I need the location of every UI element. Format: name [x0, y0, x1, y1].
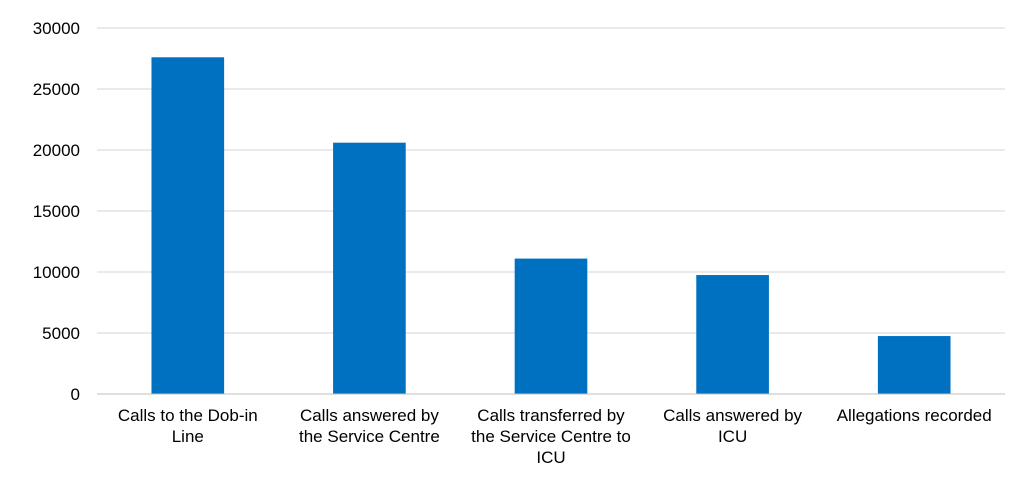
bar: [877, 336, 951, 394]
x-category-label-line: Calls answered by: [300, 406, 439, 425]
bar: [151, 57, 225, 394]
x-category-label: Calls answered by ICU: [663, 406, 802, 446]
bar: [696, 275, 769, 394]
x-axis-category-labels: Calls to the Dob-in Line Calls answered by…: [118, 406, 992, 467]
bars: [151, 57, 951, 394]
x-category-label-line: the Service Centre to: [471, 427, 631, 446]
y-axis-tick-labels: 0 5000 10000 15000 20000 25000 30000: [33, 19, 80, 404]
x-category-label-line: ICU: [536, 448, 565, 467]
y-tick-label: 0: [71, 385, 80, 404]
x-category-label: Calls transferred by the Service Centre t…: [471, 406, 631, 467]
x-category-label-line: Calls answered by: [663, 406, 802, 425]
bar: [333, 142, 406, 394]
y-tick-label: 15000: [33, 202, 80, 221]
gridlines: [97, 27, 1005, 334]
x-category-label-line: Calls transferred by: [477, 406, 625, 425]
y-tick-label: 5000: [42, 324, 80, 343]
x-category-label-line: Calls to the Dob-in: [118, 406, 258, 425]
x-category-label-line: the Service Centre: [299, 427, 440, 446]
y-tick-label: 10000: [33, 263, 80, 282]
y-tick-label: 30000: [33, 19, 80, 38]
y-tick-label: 20000: [33, 141, 80, 160]
x-category-label: Calls to the Dob-in Line: [118, 406, 258, 446]
x-category-label-line: Line: [172, 427, 204, 446]
x-category-label-line: Allegations recorded: [837, 406, 992, 425]
bar: [514, 258, 588, 394]
x-category-label: Allegations recorded: [837, 406, 992, 425]
x-category-label: Calls answered by the Service Centre: [299, 406, 440, 446]
x-category-label-line: ICU: [718, 427, 747, 446]
y-tick-label: 25000: [33, 80, 80, 99]
